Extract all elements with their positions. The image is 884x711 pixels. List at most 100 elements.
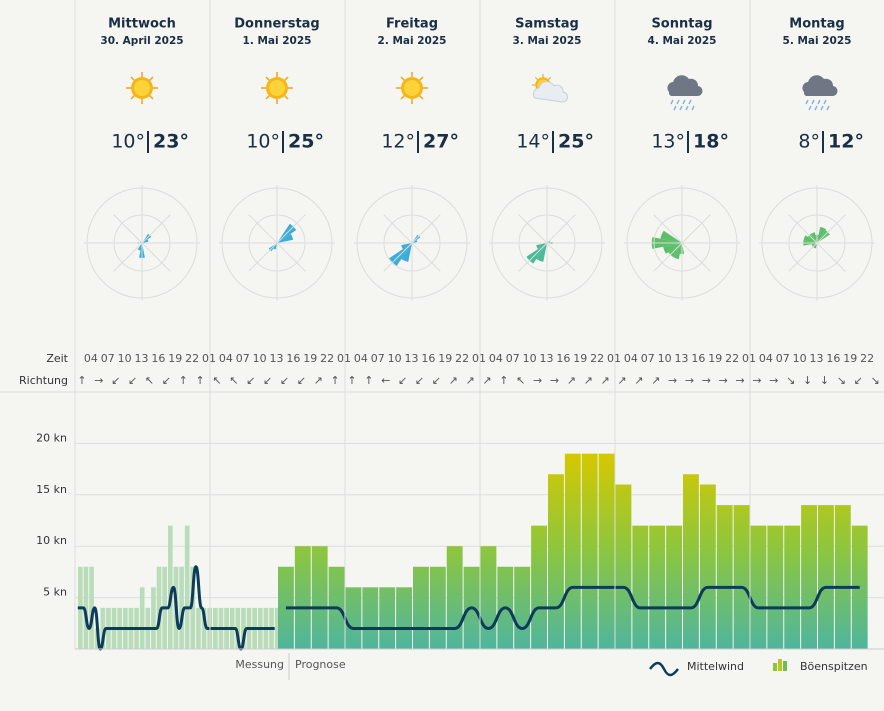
bar: [733, 505, 750, 649]
hour-label: 19: [438, 352, 452, 365]
rose-petal: [817, 226, 827, 243]
hour-label: 22: [185, 352, 199, 365]
rose-ring: [248, 214, 306, 272]
direction-arrow: ←: [381, 374, 390, 387]
rose-petal: [810, 232, 817, 243]
direction-arrow: ↙: [854, 374, 863, 387]
bar: [531, 525, 547, 649]
direction-arrow: ↙: [162, 374, 171, 387]
weather-icon: [801, 74, 839, 111]
hour-label: 13: [405, 352, 419, 365]
bar: [345, 587, 362, 649]
direction-arrow: →: [685, 374, 694, 387]
temp-high: 18°: [693, 131, 729, 153]
hour-label: 19: [168, 352, 182, 365]
direction-arrow: →: [736, 374, 745, 387]
rose-petal: [277, 233, 294, 243]
bar: [396, 587, 412, 649]
rose-ring: [653, 214, 711, 272]
direction-arrow: ↘: [837, 374, 846, 387]
bar: [581, 453, 598, 649]
bar: [649, 525, 666, 649]
mean-wind-line: [285, 585, 860, 630]
weather-icon: [395, 71, 429, 105]
rose-ring: [518, 214, 576, 272]
direction-arrow: ↙: [432, 374, 441, 387]
hour-label: 16: [421, 352, 435, 365]
direction-arrow: ↗: [567, 374, 576, 387]
direction-arrow: ↑: [331, 374, 340, 387]
hour-label: 22: [725, 352, 739, 365]
bar: [598, 453, 615, 649]
hour-label: 10: [388, 352, 402, 365]
hour-label: 07: [641, 352, 655, 365]
direction-arrow: ↘: [871, 374, 880, 387]
hour-label: 22: [590, 352, 604, 365]
direction-arrow: →: [668, 374, 677, 387]
rose-ring: [86, 187, 198, 299]
direction-arrow: ↗: [651, 374, 660, 387]
bar: [716, 505, 733, 649]
weather-icon: [125, 71, 159, 105]
temp-high: 25°: [288, 131, 324, 153]
bar: [89, 566, 94, 649]
rose-ring: [383, 214, 441, 272]
hour-label: 16: [151, 352, 165, 365]
bar: [139, 587, 145, 649]
hour-label: 07: [776, 352, 790, 365]
hour-label: 13: [270, 352, 284, 365]
y-tick-label: 5 kn: [43, 586, 67, 599]
rose-ring: [113, 214, 171, 272]
day-name: Donnerstag: [234, 17, 320, 32]
hour-label: 16: [556, 352, 570, 365]
hour-label: 04: [759, 352, 773, 365]
bar: [699, 484, 716, 649]
hour-label: 01: [337, 352, 351, 365]
rose-ring: [788, 214, 846, 272]
hour-label: 04: [489, 352, 503, 365]
bar: [615, 484, 632, 649]
temp-low: 13°: [651, 131, 685, 153]
bar: [683, 474, 699, 649]
bar: [241, 607, 246, 649]
bar: [834, 505, 851, 649]
hour-label: 13: [675, 352, 689, 365]
direction-arrow: ↗: [617, 374, 626, 387]
day-date: 1. Mai 2025: [243, 35, 312, 47]
temp-high: 27°: [423, 131, 459, 153]
bar: [429, 566, 446, 649]
direction-arrow: ↗: [634, 374, 643, 387]
bar: [767, 525, 784, 649]
direction-arrow: ↖: [516, 374, 525, 387]
hour-label: 07: [371, 352, 385, 365]
hour-label: 10: [793, 352, 807, 365]
bar: [564, 453, 581, 649]
rose-petal: [536, 243, 547, 262]
measured-label: Messung: [235, 658, 284, 671]
hour-label: 01: [202, 352, 216, 365]
temp-low: 8°: [798, 131, 820, 153]
direction-arrow: →: [769, 374, 778, 387]
hour-label: 22: [860, 352, 874, 365]
bar: [184, 525, 190, 649]
rose-ring: [626, 187, 738, 299]
direction-arrow: ↙: [398, 374, 407, 387]
hour-label: 10: [658, 352, 672, 365]
direction-arrow: ↙: [415, 374, 424, 387]
rose-ring: [491, 187, 603, 299]
rose-petal: [660, 230, 682, 243]
bar: [362, 587, 379, 649]
forecast-label: Prognose: [295, 658, 346, 671]
day-date: 5. Mai 2025: [783, 35, 852, 47]
direction-arrow: ↑: [347, 374, 356, 387]
direction-arrow: →: [550, 374, 559, 387]
hour-label: 13: [135, 352, 149, 365]
direction-arrow: →: [752, 374, 761, 387]
legend-label: Böenspitzen: [800, 660, 868, 673]
day-date: 2. Mai 2025: [378, 35, 447, 47]
rose-petal: [663, 243, 682, 254]
day-name: Samstag: [515, 17, 579, 32]
hour-label: 07: [101, 352, 115, 365]
temp-low: 10°: [111, 131, 145, 153]
direction-arrow: ↗: [482, 374, 491, 387]
